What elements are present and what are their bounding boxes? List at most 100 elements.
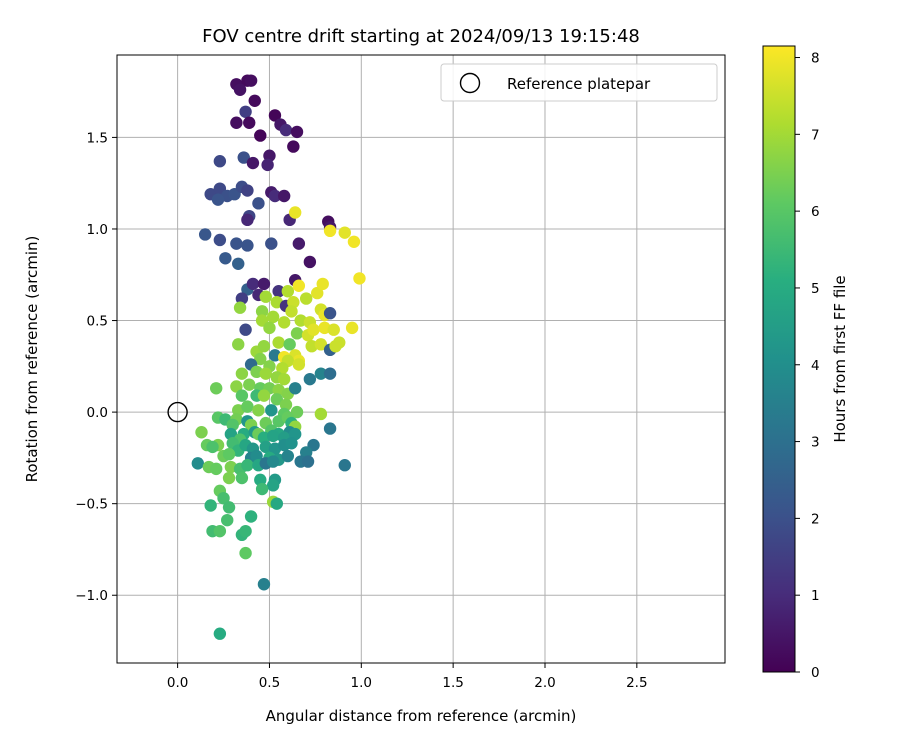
- data-point: [239, 105, 252, 118]
- data-point: [248, 94, 261, 107]
- x-axis-ticks: 0.0 0.5 1.0 1.5 2.0 2.5: [167, 663, 648, 691]
- data-point: [268, 189, 282, 203]
- data-point: [290, 125, 304, 139]
- colorbar-tick-label: 2: [811, 511, 820, 527]
- y-tick-label: 1.0: [87, 222, 108, 238]
- data-point: [204, 499, 217, 512]
- data-point: [345, 321, 359, 335]
- data-point: [266, 479, 280, 492]
- data-point: [239, 323, 252, 336]
- data-point: [314, 407, 328, 421]
- data-point: [213, 524, 227, 538]
- data-point: [283, 338, 296, 351]
- data-point: [195, 426, 208, 439]
- data-point: [241, 239, 254, 252]
- data-point: [323, 224, 337, 238]
- data-point: [252, 404, 265, 417]
- colorbar-tick-label: 5: [811, 281, 820, 297]
- y-tick-label: −1.0: [75, 588, 108, 604]
- data-point: [353, 272, 366, 285]
- data-point: [206, 440, 219, 454]
- legend-reference-marker: [459, 72, 481, 94]
- data-point: [255, 482, 269, 496]
- data-point: [222, 471, 236, 485]
- data-point: [272, 285, 285, 298]
- data-point: [281, 449, 295, 463]
- data-point: [285, 305, 298, 318]
- colorbar-label: Hours from first FF file: [831, 275, 849, 442]
- data-point: [329, 339, 342, 353]
- data-point: [292, 279, 306, 292]
- data-point: [246, 156, 260, 170]
- x-tick-label: 0.0: [167, 675, 188, 691]
- x-tick-label: 2.0: [534, 675, 555, 691]
- grid-lines: [117, 55, 725, 663]
- data-point: [266, 429, 280, 443]
- data-point: [338, 459, 351, 472]
- data-point: [259, 367, 272, 380]
- data-point: [230, 116, 243, 129]
- data-point: [250, 365, 263, 379]
- data-point: [266, 310, 280, 324]
- data-point: [235, 471, 249, 485]
- y-axis-label: Rotation from reference (arcmin): [23, 236, 41, 483]
- data-point: [222, 448, 236, 461]
- data-point: [347, 235, 361, 248]
- colorbar-tick-label: 3: [811, 435, 820, 451]
- data-point: [232, 257, 245, 270]
- reference-marker: [167, 401, 188, 423]
- data-point: [272, 336, 285, 349]
- colorbar-ticks: 0 1 2 3 4 5 6 7 8: [795, 51, 820, 681]
- data-point: [241, 184, 254, 197]
- colorbar-tick-label: 7: [811, 127, 820, 143]
- data-point: [224, 460, 238, 474]
- data-point: [230, 237, 243, 250]
- data-point: [285, 437, 298, 450]
- data-point: [338, 226, 351, 239]
- data-point: [290, 327, 304, 340]
- y-tick-label: 1.5: [87, 130, 108, 146]
- data-point: [288, 382, 302, 395]
- data-point: [263, 321, 276, 335]
- data-point: [270, 497, 284, 510]
- data-point: [290, 405, 304, 419]
- legend-label: Reference platepar: [507, 75, 651, 93]
- plot-frame: [116, 54, 726, 664]
- colorbar-tick-label: 8: [811, 51, 820, 67]
- data-point: [281, 285, 295, 298]
- data-points: [191, 74, 366, 640]
- data-point: [314, 338, 328, 351]
- data-point: [213, 233, 227, 247]
- colorbar-tick-label: 6: [811, 204, 820, 220]
- x-tick-label: 0.5: [259, 675, 280, 691]
- colorbar-gradient: [762, 45, 796, 673]
- data-point: [318, 321, 331, 335]
- x-tick-label: 2.5: [626, 675, 647, 691]
- data-point: [244, 74, 258, 87]
- data-point: [303, 372, 317, 386]
- data-point: [288, 206, 302, 219]
- data-point: [243, 378, 256, 391]
- data-point: [255, 305, 269, 318]
- colorbar: 0 1 2 3 4 5 6 7 8 Hours from first FF file: [762, 45, 849, 681]
- data-point: [301, 455, 315, 468]
- data-point: [232, 338, 245, 351]
- data-point: [305, 339, 318, 353]
- data-point: [276, 361, 289, 375]
- data-point: [257, 277, 271, 291]
- data-point: [261, 158, 274, 172]
- data-point: [217, 491, 230, 505]
- data-point: [235, 367, 249, 380]
- data-point: [316, 277, 329, 291]
- data-point: [323, 422, 337, 435]
- data-point: [287, 140, 300, 153]
- data-point: [221, 513, 234, 527]
- data-point: [254, 129, 267, 142]
- data-point: [213, 155, 227, 168]
- data-point: [239, 524, 252, 538]
- data-point: [257, 339, 271, 353]
- data-point: [327, 323, 340, 336]
- data-point: [323, 307, 337, 320]
- data-point: [241, 459, 254, 472]
- data-point: [198, 228, 212, 241]
